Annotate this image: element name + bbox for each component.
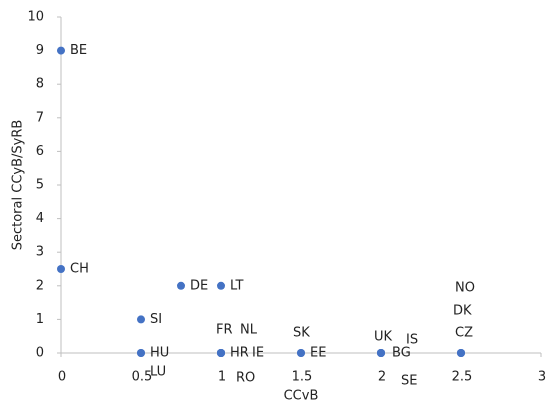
point-label: RO: [236, 371, 255, 386]
point: [217, 281, 225, 290]
y-tick-label: 0: [36, 346, 44, 361]
point-label: IS: [406, 333, 418, 348]
point-label: DK: [453, 304, 472, 319]
y-tick-label: 1: [36, 312, 44, 327]
point-label: NO: [455, 281, 475, 296]
y-axis-title: Sectoral CCyB/SyRB: [11, 120, 26, 251]
x-tick-label: 0: [58, 370, 66, 385]
y-tick-label: 6: [36, 144, 44, 159]
point-label: SI: [150, 312, 162, 327]
y-tick-label: 7: [36, 110, 44, 125]
point-label: NL: [240, 323, 258, 338]
y-tick-label: 4: [36, 211, 44, 226]
point-label: DE: [190, 278, 208, 293]
point-label: HR: [230, 346, 249, 361]
point: [137, 349, 145, 357]
y-tick-label: 10: [27, 10, 44, 25]
point-label: LU: [150, 365, 166, 380]
point-label: CH: [70, 262, 89, 277]
point-label: HU: [150, 346, 169, 361]
point-label: UK: [374, 330, 393, 345]
y-tick-label: 8: [36, 77, 44, 92]
x-tick-label: 3: [538, 370, 546, 385]
point-label: IE: [252, 346, 264, 361]
point: [57, 265, 65, 273]
y-tick-label: 2: [36, 278, 44, 293]
x-tick-label: 1: [218, 370, 226, 385]
point-label: BG: [392, 346, 411, 361]
x-axis-title: CCvB: [284, 389, 319, 404]
point: [57, 46, 65, 55]
point: [137, 315, 145, 324]
y-tick-label: 9: [36, 43, 44, 58]
point-label: SK: [293, 326, 310, 341]
point: [457, 349, 465, 357]
x-tick-label: 0.5: [132, 370, 153, 385]
x-tick-label: 1.5: [292, 370, 313, 385]
point-label: SE: [401, 374, 417, 389]
point-label: FR: [216, 323, 233, 338]
point-label: EE: [310, 346, 326, 361]
point-label: LT: [230, 278, 243, 293]
y-tick-label: 3: [36, 245, 44, 260]
point: [177, 281, 185, 290]
x-tick-label: 2: [378, 370, 386, 385]
y-tick-label: 5: [36, 178, 44, 193]
point-label: BE: [70, 43, 87, 58]
point: [377, 349, 385, 357]
x-tick-label: 2.5: [452, 370, 473, 385]
point-label: CZ: [455, 326, 473, 341]
point: [217, 349, 225, 357]
point: [297, 349, 305, 357]
